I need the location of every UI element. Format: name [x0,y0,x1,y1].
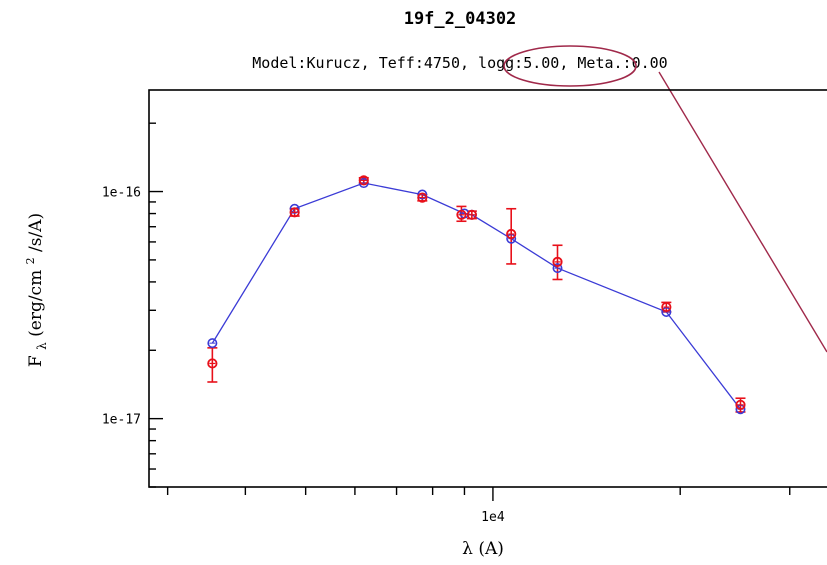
y-axis-label-subscript: λ [35,342,49,350]
chart-title: 19f_2_04302 [404,9,517,29]
x-axis-label-unit: (A) [478,539,504,559]
x-axis-ticks: 1e4 [166,487,791,525]
model-point [417,189,428,200]
y-axis-label-superscript: 2 [24,257,37,264]
y-axis-label-unit-b: /s/A) [26,213,46,252]
highlight-pointer-line [658,71,827,353]
observed-point [466,209,477,220]
highlight-ellipse [503,45,637,87]
observed-point [289,207,300,218]
model-point [289,203,300,214]
observed-point [456,209,467,220]
observed-point [552,256,563,268]
observed-point [735,399,746,410]
model-point [207,338,218,349]
observed-point [661,301,672,313]
y-axis-label: F λ (erg/cm 2 /s/A) [19,213,51,367]
x-axis-label-symbol: λ [462,539,473,559]
y-axis-label-unit-a: (erg/cm [26,270,46,337]
x-tick-label: 1e4 [481,510,505,525]
plot-frame [148,89,827,488]
y-tick-label: 1e-16 [102,186,141,201]
model-point [661,306,672,317]
observed-point [207,358,218,369]
observed-point [506,228,517,240]
series-layer [207,175,746,415]
observed-point [358,175,369,186]
y-tick-label: 1e-17 [102,413,141,428]
chart-subtitle: Model:Kurucz, Teff:4750, logg:5.00, Meta… [252,54,667,72]
y-axis-label-prefix: F [26,355,46,367]
x-axis-label: λ (A) [462,539,504,559]
observed-point [417,192,428,203]
y-axis-ticks: 1e-17 1e-16 [102,122,163,488]
model-point [552,263,563,274]
